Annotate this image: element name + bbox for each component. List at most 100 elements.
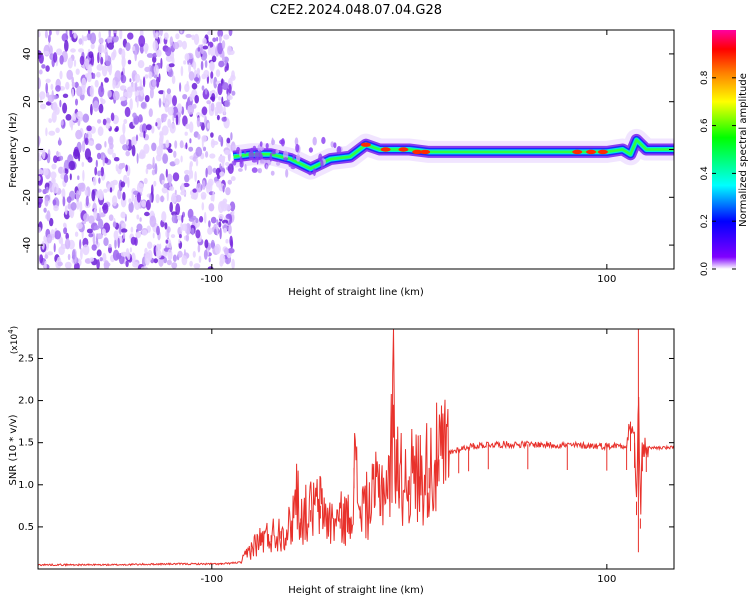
- noise-speckle: [189, 260, 193, 267]
- noise-speckle: [53, 155, 58, 163]
- noise-speckle: [161, 125, 169, 136]
- noise-speckle: [51, 163, 57, 170]
- noise-speckle: [53, 243, 56, 253]
- noise-speckle: [63, 222, 67, 228]
- snr-x-tick-label: 100: [597, 574, 616, 585]
- ridge-scatter: [238, 168, 243, 172]
- noise-speckle: [55, 30, 60, 36]
- noise-speckle: [92, 176, 97, 186]
- noise-speckle: [187, 104, 195, 115]
- ridge-scatter: [275, 149, 280, 154]
- noise-speckle: [197, 244, 201, 253]
- noise-speckle: [122, 191, 126, 201]
- ridge-peak: [597, 149, 608, 155]
- noise-speckle: [42, 168, 49, 176]
- noise-speckle: [210, 195, 214, 202]
- noise-speckle: [188, 172, 192, 180]
- noise-speckle: [219, 253, 226, 265]
- noise-speckle: [62, 196, 66, 207]
- noise-speckle: [197, 133, 201, 140]
- noise-speckle: [95, 159, 98, 168]
- noise-speckle: [97, 43, 105, 54]
- noise-speckle: [221, 159, 225, 169]
- noise-speckle: [155, 30, 159, 40]
- noise-speckle: [38, 168, 43, 175]
- noise-speckle: [189, 138, 192, 144]
- noise-speckle: [120, 74, 127, 84]
- noise-speckle: [59, 55, 64, 65]
- noise-speckle: [151, 125, 155, 134]
- noise-speckle: [97, 170, 102, 177]
- ridge-peak: [572, 149, 583, 155]
- ridge-scatter: [257, 168, 260, 173]
- noise-speckle: [219, 227, 222, 240]
- noise-speckle: [129, 98, 133, 111]
- noise-speckle: [127, 86, 133, 99]
- noise-speckle: [210, 132, 214, 138]
- heatmap-x-ticks: -100 100: [200, 30, 616, 285]
- noise-speckle: [212, 167, 217, 174]
- snr-scale-label: (x104): [7, 326, 20, 354]
- noise-speckle: [136, 86, 144, 91]
- ridge-scatter: [290, 165, 296, 170]
- noise-speckle: [179, 140, 184, 149]
- noise-speckle: [75, 129, 83, 140]
- noise-speckle: [165, 239, 169, 244]
- noise-speckle: [131, 136, 135, 148]
- noise-speckle: [75, 190, 80, 202]
- noise-speckle: [125, 260, 129, 268]
- snr-y-axis-label: SNR (10 * v/v): [8, 414, 19, 485]
- noise-speckle: [136, 214, 140, 220]
- noise-speckle: [120, 251, 127, 257]
- noise-speckle: [230, 132, 233, 141]
- snr-x-ticks: -100 100: [200, 329, 616, 585]
- heatmap-y-tick-label: -40: [22, 237, 33, 253]
- noise-speckle: [201, 85, 205, 91]
- noise-speckle: [145, 167, 149, 175]
- ridge-peak: [412, 149, 423, 155]
- noise-speckle: [59, 70, 63, 80]
- ridge-scatter: [271, 139, 276, 146]
- noise-speckle: [98, 85, 105, 98]
- noise-speckle: [85, 195, 89, 207]
- noise-speckle: [112, 35, 119, 43]
- noise-speckle: [227, 163, 234, 174]
- noise-speckle: [112, 195, 118, 207]
- noise-speckle: [113, 157, 120, 162]
- noise-speckle: [161, 113, 168, 119]
- noise-speckle: [169, 201, 173, 213]
- noise-speckle: [122, 122, 126, 135]
- noise-speckle: [140, 266, 148, 269]
- noise-speckle: [149, 87, 154, 99]
- noise-speckle: [191, 215, 197, 220]
- ridge-scatter: [320, 159, 324, 169]
- noise-speckle: [107, 90, 112, 98]
- noise-speckle: [84, 137, 89, 146]
- noise-speckle: [128, 198, 132, 204]
- noise-speckle: [224, 204, 232, 211]
- snr-y-tick-label: 1.5: [18, 438, 34, 449]
- noise-speckle: [222, 198, 228, 204]
- noise-speckle: [184, 174, 190, 183]
- noise-speckle: [202, 146, 207, 152]
- noise-region: [38, 30, 236, 269]
- snr-y-tick-label: 2.5: [18, 353, 34, 364]
- noise-speckle: [138, 114, 143, 123]
- noise-speckle: [125, 42, 131, 52]
- heatmap-panel: -100 100 -40 -20 0 20 40 Height of straight l…: [8, 29, 675, 298]
- noise-speckle: [174, 189, 177, 195]
- ridge-scatter: [295, 143, 300, 153]
- noise-speckle: [108, 245, 112, 254]
- noise-speckle: [221, 50, 225, 61]
- noise-speckle: [192, 251, 196, 258]
- ridge-scatter: [244, 149, 247, 154]
- snr-y-ticks: 0.5 1.0 1.5 2.0 2.5: [18, 353, 674, 533]
- figure-title: C2E2.2024.048.07.04.G28: [270, 3, 442, 18]
- noise-speckle: [103, 157, 109, 164]
- noise-speckle: [202, 37, 207, 45]
- noise-speckle: [221, 219, 229, 224]
- noise-speckle: [200, 191, 207, 199]
- ridge-scatter: [283, 157, 288, 161]
- noise-speckle: [94, 166, 98, 176]
- noise-speckle: [132, 45, 136, 52]
